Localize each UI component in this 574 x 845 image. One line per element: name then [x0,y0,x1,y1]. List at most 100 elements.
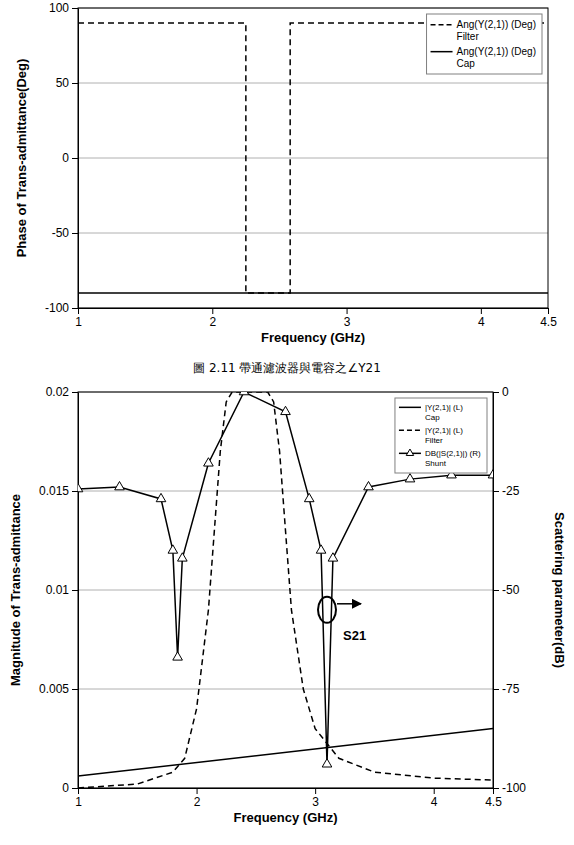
x-axis-tick: 1 [75,788,82,809]
y-axis: 00.0050.010.0150.02 [39,385,79,795]
grid-line [78,689,493,690]
series-marker [322,759,332,767]
y2-axis-tick-label: 0 [502,385,509,399]
legend: |Y(2,1)| (L)Cap |Y(2,1)| (L)Filter DB(|S(2… [395,398,487,473]
plot-area [78,392,493,788]
y-axis-tick: 0 [62,781,78,795]
x-axis-tick-mark [481,308,482,314]
y-axis-tick: 0.005 [39,682,78,696]
x-axis-title: Frequency (GHz) [261,330,365,345]
series-line [78,392,493,764]
y-axis-tick: -100 [45,301,78,315]
x-axis-tick-label: 1 [75,315,82,329]
grid-line [78,491,493,492]
y-axis-tick: 100 [49,1,78,15]
x-axis-tick: 3 [312,788,319,809]
legend-swatch [431,51,453,53]
y-axis-line [78,9,79,309]
y-axis-tick-mark [72,308,78,309]
series-marker [304,493,314,501]
x-axis-tick-label: 4.5 [485,795,502,809]
legend-entry: |Y(2,1)| (L)Cap [399,403,463,422]
x-axis-tick-mark [197,788,198,794]
y-axis-tick-label: 0.015 [39,484,69,498]
chart-panel: 12344.500.0050.010.0150.02-100-75-50-250… [8,385,567,825]
plot-frame [78,8,548,308]
y-axis-tick-label: 50 [56,76,70,90]
y2-axis-tick: -100 [493,781,526,795]
y-axis-tick: 0.015 [39,484,78,498]
y-axis-title: Phase of Trans-admittance(Deg) [14,59,29,258]
series-marker [115,481,125,489]
y-axis-tick: 0.02 [46,385,78,399]
series-marker [156,493,166,501]
grid [78,392,493,788]
series-line [78,729,493,777]
x-axis-tick-label: 3 [344,315,351,329]
legend-entry: Ang(Y(2,1)) (Deg)Cap [431,46,536,69]
annotation-ellipse [318,597,336,623]
y2-axis-tick-label: -25 [502,484,520,498]
series-marker [204,458,214,466]
x-axis-tick: 2 [194,788,201,809]
grid-line [78,233,548,234]
x-axis-line [79,308,549,309]
legend-label: Ang(Y(2,1)) (Deg)Filter [457,19,536,42]
series-line [78,292,548,294]
y2-axis-title: Scattering parameter(dB) [552,512,567,668]
series-marker [168,545,178,553]
y2-axis-tick: -50 [493,583,520,597]
y-axis-tick-mark [72,689,78,690]
y-axis-tick-mark [72,158,78,159]
x-axis-title: Frequency (GHz) [233,810,337,825]
legend-label: Ang(Y(2,1)) (Deg)Cap [457,46,536,69]
y-axis-tick-mark [72,8,78,9]
y-axis-tick: -50 [52,226,78,240]
x-axis-tick-mark [78,788,79,794]
y2-axis-tick-mark [493,491,499,492]
x-axis-line [79,788,494,789]
y2-axis-tick-mark [493,689,499,690]
x-axis-tick-label: 4 [431,795,438,809]
y-axis-tick-mark [72,788,78,789]
series-marker [405,474,415,482]
series-marker [173,652,183,660]
y-axis-tick: 0 [62,151,78,165]
grid-line [78,158,548,159]
y2-axis-tick: -75 [493,682,520,696]
x-axis-tick: 3 [344,308,351,329]
y-axis-tick-label: 0.02 [46,385,70,399]
x-axis-tick-label: 2 [209,315,216,329]
y-axis-tick-mark [72,392,78,393]
series-line [78,392,493,788]
legend-swatch [399,430,421,432]
x-axis-tick-mark [434,788,435,794]
y-axis-line [78,393,79,789]
series-marker [328,553,338,561]
y2-axis-tick: 0 [493,385,509,399]
y-axis-tick-mark [72,590,78,591]
y2-axis-tick-label: -50 [502,583,520,597]
y-axis-tick-mark [72,491,78,492]
y-axis-tick-mark [72,233,78,234]
grid [78,8,548,308]
y2-axis-tick-label: -75 [502,682,520,696]
x-axis-tick-mark [347,308,348,314]
plot-frame [78,392,493,788]
y-axis-tick: 50 [56,76,78,90]
y-axis-tick-label: 0 [62,151,69,165]
chart-panel: 12344.5-100-50050100Frequency (GHz)Phase… [14,1,557,345]
series-marker [316,545,326,553]
annotation: S21 [318,597,366,643]
x-axis-tick-mark [315,788,316,794]
legend-swatch [431,24,453,26]
y-axis-tick-mark [72,83,78,84]
x-axis-tick-mark [212,308,213,314]
y-axis-tick-label: 0 [62,781,69,795]
legend-label: |Y(2,1)| (L)Filter [425,426,463,445]
series-marker [364,481,374,489]
x-axis-tick-label: 1 [75,795,82,809]
annotation-arrow [337,603,361,605]
x-axis-tick: 4 [431,788,438,809]
legend-label: DB(|S(2,1)|) (R)Shunt [425,449,481,468]
